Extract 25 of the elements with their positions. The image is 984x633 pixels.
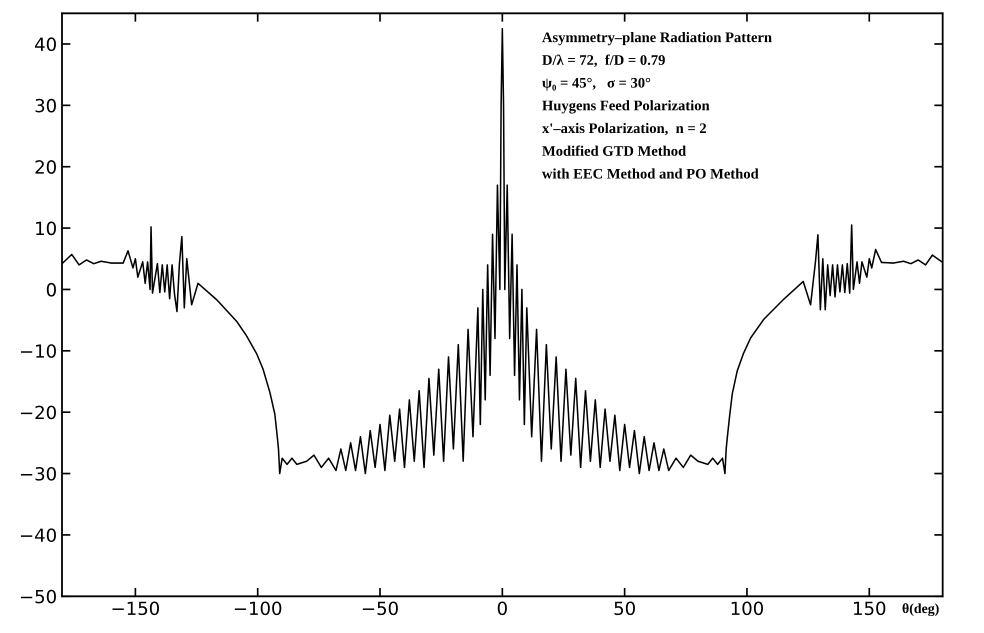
x-tick-label: 0	[498, 601, 507, 616]
y-tick-label: 20	[35, 160, 56, 174]
x-tick-label: −100	[234, 601, 282, 616]
x-axis-title: θ(deg)	[902, 603, 939, 616]
y-tick-label: 40	[35, 37, 56, 52]
x-tick-label: −50	[362, 601, 398, 616]
annotation: with EEC Method and PO Method	[542, 168, 759, 179]
x-tick-label: −150	[112, 601, 159, 616]
x-tick-label: 100	[732, 601, 763, 616]
y-tick-label: −20	[20, 406, 56, 420]
y-tick-label: −50	[20, 590, 56, 604]
annotation: Asymmetry–plane Radiation Pattern	[542, 32, 772, 46]
x-tick-label: 150	[854, 601, 886, 616]
y-tick-label: 30	[36, 98, 56, 112]
y-tick-label: 0	[46, 282, 56, 297]
annotation: D/λ = 72, f/D = 0.79	[542, 54, 665, 68]
annotation: ψ₀ = 45°, σ = 30°	[542, 78, 650, 91]
x-tick-label: 50	[614, 601, 635, 616]
y-tick-label: 10	[36, 222, 56, 236]
y-tick-label: −30	[20, 467, 56, 481]
annotation: Modified GTD Method	[542, 145, 686, 156]
y-tick-label: −10	[20, 344, 56, 358]
y-tick-label: −40	[20, 528, 56, 542]
annotation: Huygens Feed Polarization	[542, 100, 710, 114]
annotation: x'–axis Polarization, n = 2	[542, 122, 706, 136]
